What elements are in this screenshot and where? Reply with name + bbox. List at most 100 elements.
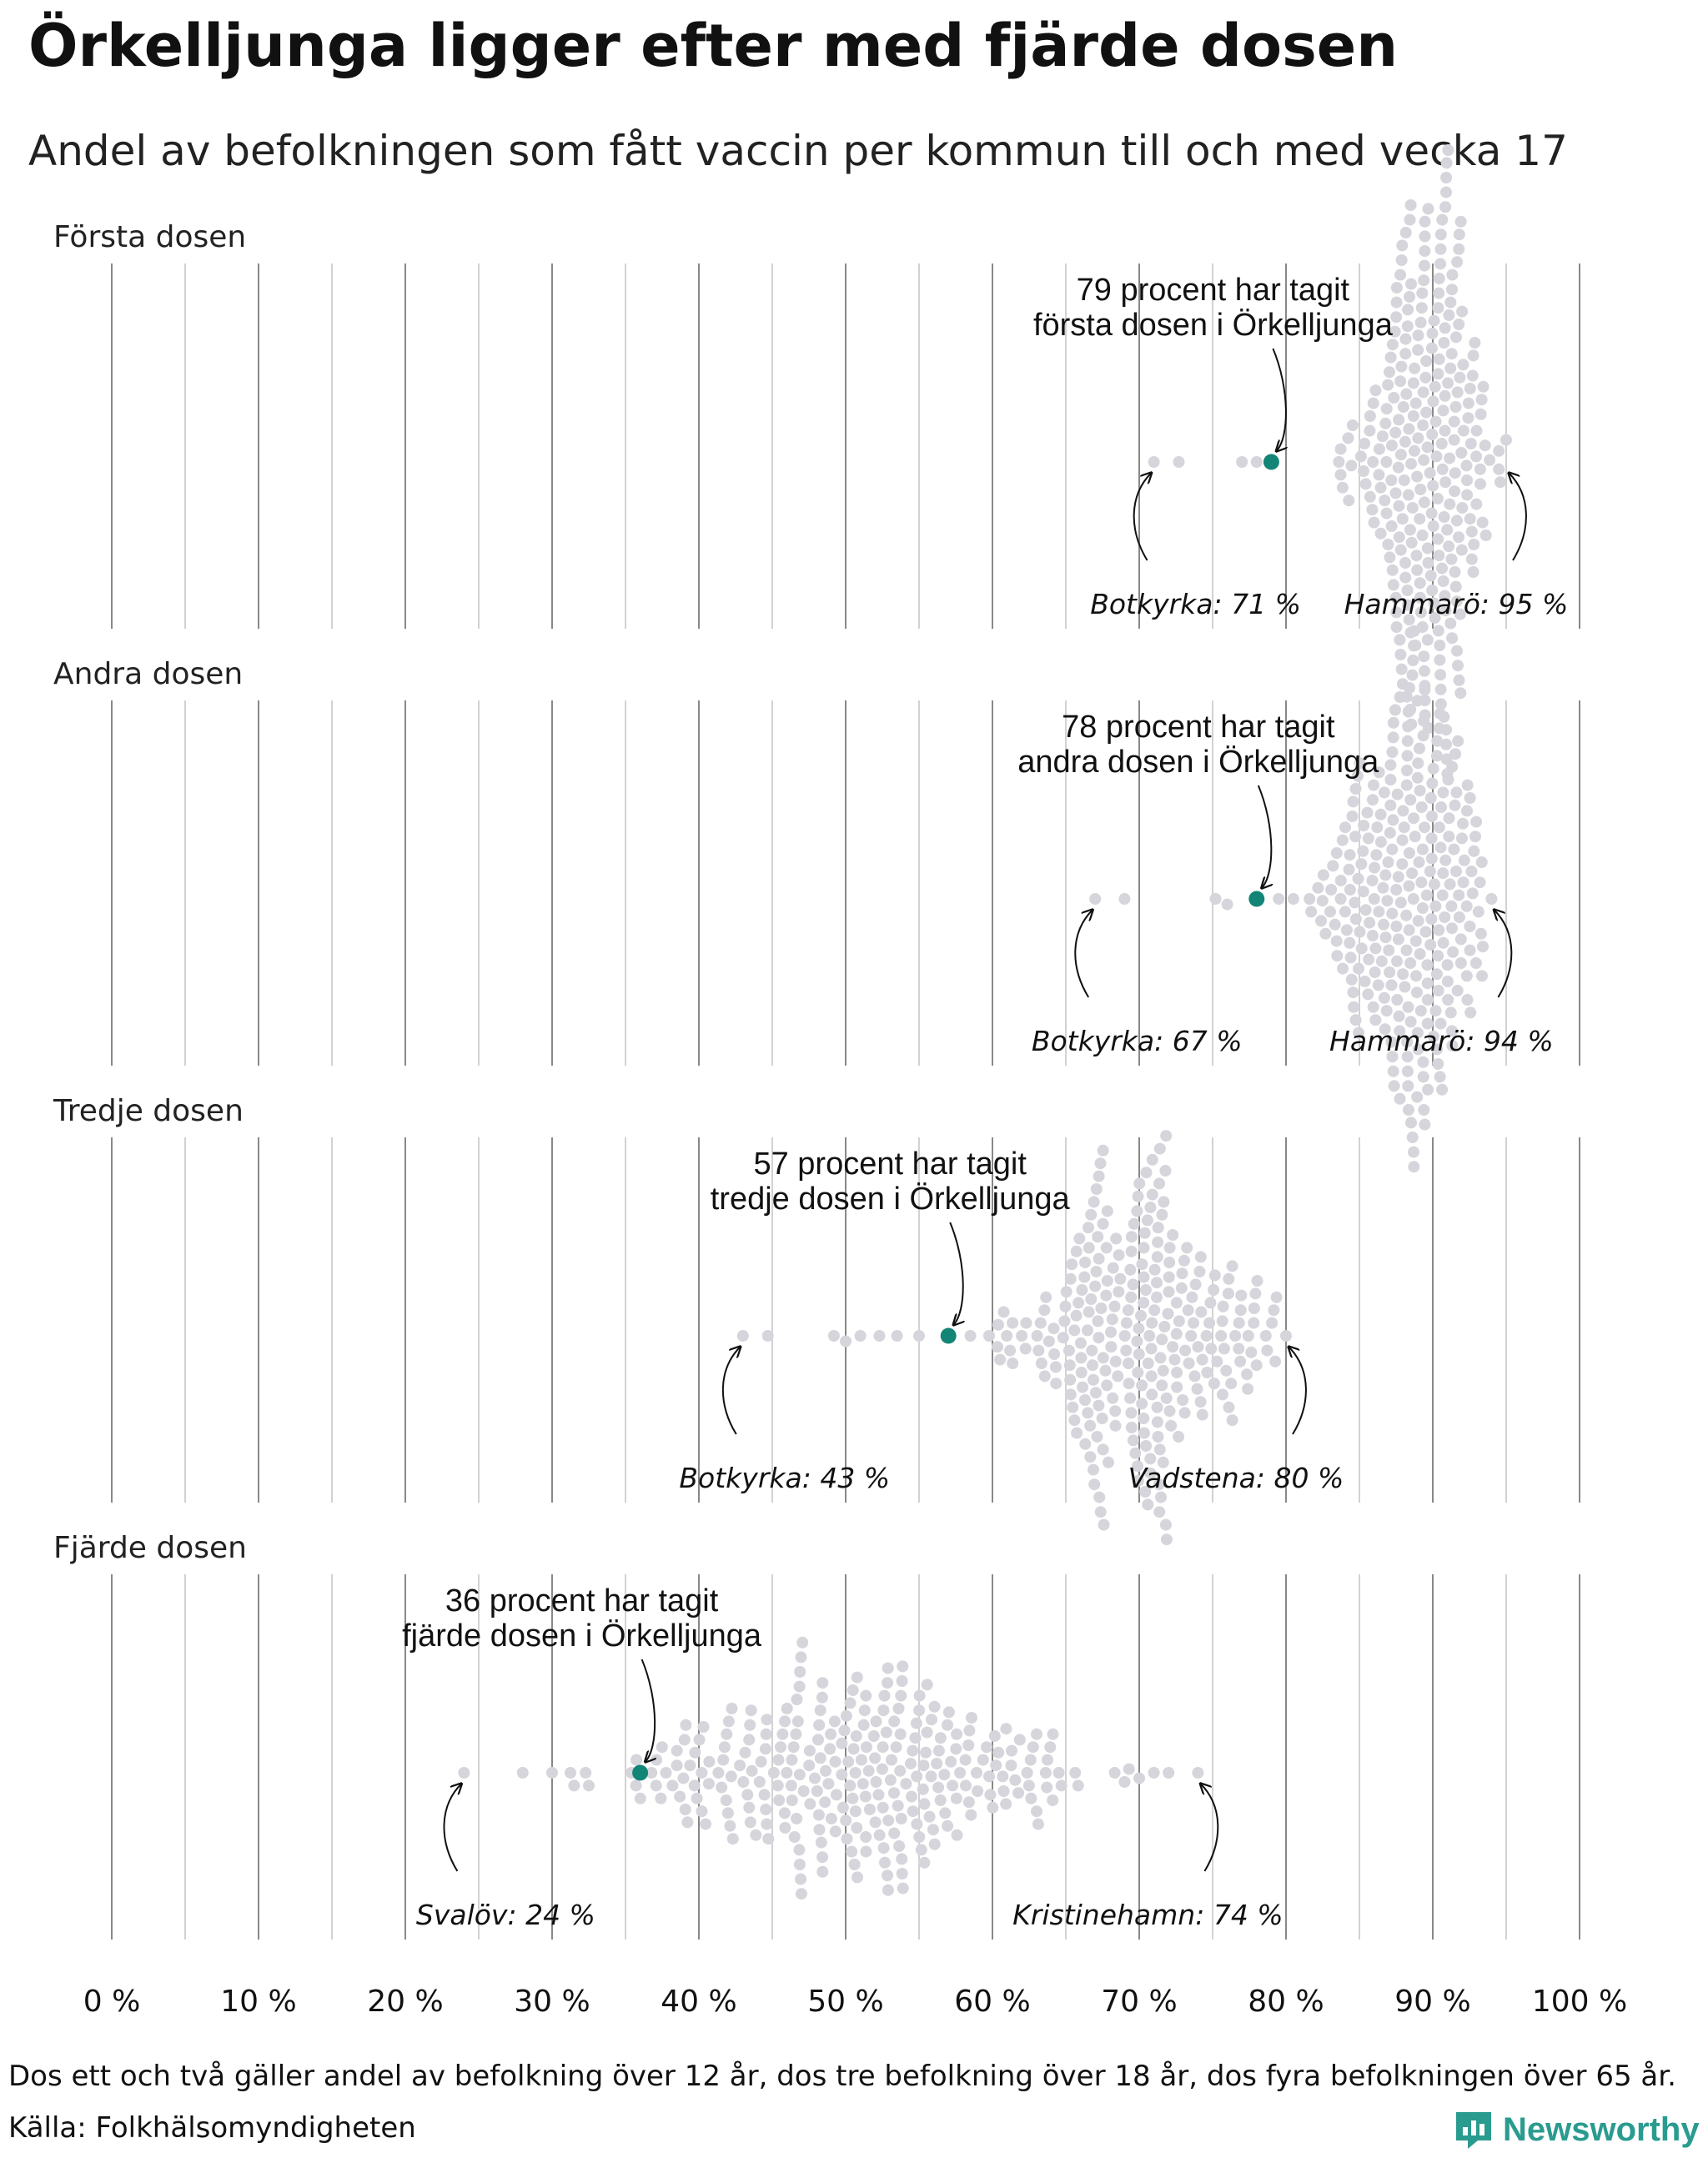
municipality-dot [744,1816,756,1829]
municipality-dot [1050,1361,1062,1373]
municipality-dot [684,1759,696,1772]
municipality-dot [1448,434,1460,446]
municipality-dot [1347,795,1359,808]
municipality-dot [1071,1427,1083,1439]
municipality-dot [1093,1491,1106,1503]
municipality-dot [1222,1287,1234,1300]
municipality-dot [1387,1065,1399,1077]
municipality-dot [1170,1327,1183,1340]
municipality-dot [1055,1779,1068,1792]
municipality-dot [1152,1431,1164,1443]
municipality-dot [1396,858,1409,871]
municipality-dot [1151,1401,1163,1413]
municipality-dot [1465,553,1478,565]
municipality-dot [1349,783,1362,795]
municipality-dot [1151,1291,1163,1303]
municipality-dot [1032,1818,1044,1830]
municipality-dot [1016,1330,1028,1342]
municipality-dot [1097,1352,1109,1364]
municipality-dot [1050,1378,1062,1390]
municipality-dot [1476,970,1488,982]
municipality-dot [1444,498,1456,510]
municipality-dot [1425,342,1438,354]
municipality-dot [1450,595,1463,608]
municipality-dot [918,1798,931,1810]
municipality-dot [1416,902,1429,914]
municipality-dot [1408,640,1420,652]
municipality-dot [1437,404,1449,417]
municipality-dot [793,1769,806,1781]
municipality-dot [1038,1370,1051,1383]
municipality-dot [788,1831,801,1843]
municipality-dot [1451,645,1463,657]
municipality-dot [816,1851,829,1864]
municipality-dot [1123,1358,1135,1369]
municipality-dot [1327,860,1339,872]
municipality-dot [962,1739,975,1751]
municipality-dot [1022,1779,1035,1792]
municipality-dot [1093,1252,1105,1265]
municipality-dot [778,1807,791,1819]
municipality-dot [1445,348,1458,360]
municipality-dot [892,1703,905,1714]
municipality-dot [773,1794,786,1806]
municipality-dot [680,1719,692,1731]
municipality-dot [1397,805,1409,817]
municipality-dot [1109,1405,1122,1418]
municipality-dot [1133,1177,1146,1190]
municipality-dot [1193,1266,1206,1277]
municipality-dot [876,1763,888,1775]
municipality-dot [1493,463,1505,475]
municipality-dot [1461,779,1474,791]
municipality-dot [840,1335,851,1347]
municipality-dot [1009,1774,1022,1786]
municipality-dot [1217,1388,1228,1401]
municipality-dot [1467,349,1479,362]
municipality-dot [1438,337,1450,349]
municipality-dot [1034,1317,1047,1329]
municipality-dot [1474,463,1486,475]
municipality-dot [1435,438,1448,449]
municipality-dot [1330,935,1343,947]
municipality-dot [1031,1805,1042,1818]
municipality-dot [1384,826,1396,839]
municipality-dot [945,1755,957,1768]
municipality-dot [1158,1196,1170,1208]
municipality-dot [1403,880,1415,892]
municipality-dot [1032,1344,1045,1357]
x-tick-label: 10 % [220,1985,296,2019]
municipality-dot [1380,1005,1393,1017]
municipality-dot [1411,1026,1424,1039]
municipality-dot [1467,566,1479,578]
municipality-dot [1163,1257,1176,1268]
municipality-dot [1414,513,1426,525]
brand-logo: Newsworthy [1453,2106,1700,2153]
municipality-dot [1406,669,1419,681]
municipality-dot [1446,632,1459,645]
municipality-dot [1359,438,1371,449]
municipality-dot [1474,927,1487,940]
municipality-dot [1024,1754,1037,1766]
municipality-dot [838,1724,851,1737]
municipality-dot [1113,1249,1125,1262]
municipality-dot [1384,966,1396,978]
municipality-dot [951,1728,963,1740]
municipality-dot [630,1779,642,1792]
municipality-dot [1405,458,1417,470]
municipality-dot [1424,939,1437,951]
municipality-dot [815,1836,827,1849]
municipality-dot [1349,896,1361,909]
municipality-dot [1425,913,1438,926]
municipality-dot [795,1888,807,1900]
municipality-dot [1139,1486,1152,1498]
municipality-dot [1127,1278,1139,1291]
municipality-dot [1421,542,1434,555]
municipality-dot [1386,907,1399,920]
municipality-dot [1031,1330,1043,1342]
municipality-dot [1445,553,1458,565]
municipality-dot [700,1818,711,1830]
municipality-dot [1241,1368,1253,1381]
municipality-dot [1468,845,1480,857]
municipality-dot [1160,1130,1173,1142]
municipality-dot [1399,227,1412,238]
